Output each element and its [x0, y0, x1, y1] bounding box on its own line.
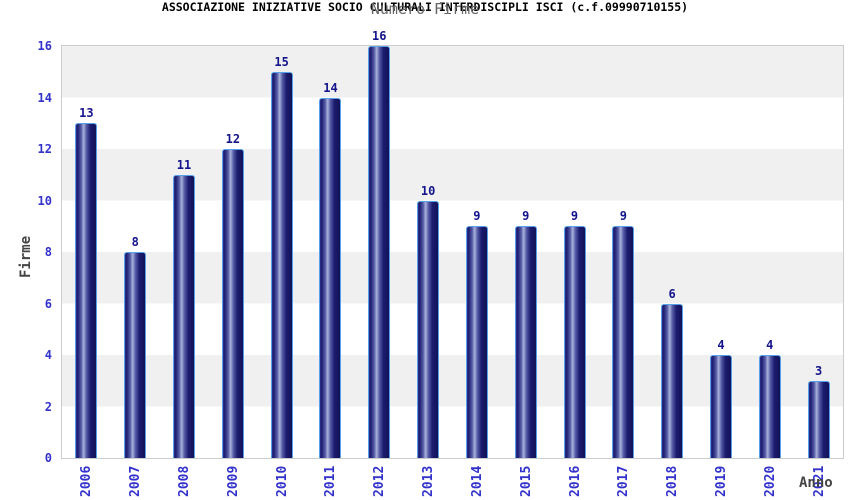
y-tick-label: 6: [44, 296, 52, 311]
bar-value-label: 9: [473, 209, 481, 224]
x-tick-label: 2015: [518, 465, 534, 497]
bar-value-label: 14: [323, 80, 338, 95]
y-tick-label: 10: [37, 193, 52, 208]
x-tick-label: 2009: [225, 465, 241, 497]
y-tick-label: 14: [37, 90, 52, 105]
y-axis-title: Firme: [18, 235, 34, 278]
chart-subtitle: Numero Firme: [370, 0, 480, 18]
bar-2021: [807, 380, 830, 458]
y-tick-label: 0: [44, 451, 52, 465]
y-tick-label: 8: [44, 245, 52, 259]
bar-2017: [612, 226, 635, 458]
bar-value-label: 4: [717, 338, 725, 352]
x-tick-label: 2006: [79, 465, 95, 497]
plot-area: [61, 45, 844, 459]
y-tick-label: 2: [44, 399, 52, 414]
x-tick-label: 2010: [274, 465, 290, 497]
x-tick-label: 2013: [421, 465, 437, 497]
bar-value-label: 13: [79, 106, 94, 121]
x-axis-title: Anno: [799, 475, 833, 491]
bar-2009: [221, 149, 244, 458]
bar-value-label: 6: [668, 286, 676, 301]
bar-value-label: 10: [420, 183, 436, 198]
bar-value-label: 9: [522, 209, 530, 224]
bar-2019: [709, 355, 732, 458]
x-tick-label: 2014: [469, 465, 485, 497]
y-tick-label: 4: [44, 348, 52, 362]
bar-value-label: 4: [766, 338, 774, 352]
x-tick-label: 2016: [567, 465, 583, 497]
bar-2007: [124, 252, 147, 458]
y-tick-label: 12: [37, 142, 52, 156]
bar-2013: [417, 200, 440, 458]
x-tick-label: 2008: [177, 465, 193, 497]
bar-2018: [661, 303, 684, 458]
bar-value-label: 16: [372, 29, 387, 43]
bar-2008: [173, 174, 196, 458]
bar-value-label: 15: [274, 54, 289, 69]
bar-value-label: 12: [225, 132, 241, 146]
bar-2016: [563, 226, 586, 458]
y-tick-label: 16: [37, 39, 52, 53]
bar-value-label: 11: [176, 157, 192, 172]
chart-title: ASSOCIAZIONE INIZIATIVE SOCIO CULTURALI …: [161, 0, 689, 14]
bar-value-label: 9: [619, 209, 627, 224]
bar-2011: [319, 97, 342, 458]
x-tick-label: 2012: [372, 465, 388, 497]
x-tick-label: 2017: [616, 465, 632, 497]
bar-2006: [75, 123, 98, 458]
bar-value-label: 8: [131, 235, 139, 249]
x-tick-label: 2020: [762, 465, 778, 497]
bar-2014: [465, 226, 488, 458]
bar-value-label: 9: [570, 209, 579, 224]
x-tick-label: 2018: [665, 465, 681, 497]
bar-value-label: 3: [814, 363, 823, 378]
bar-2010: [270, 71, 293, 458]
x-tick-label: 2011: [323, 465, 339, 497]
bar-2015: [514, 226, 537, 458]
bar-2012: [368, 46, 391, 458]
bar-2020: [758, 355, 781, 458]
x-tick-label: 2007: [128, 465, 144, 497]
x-tick-label: 2019: [713, 465, 729, 497]
